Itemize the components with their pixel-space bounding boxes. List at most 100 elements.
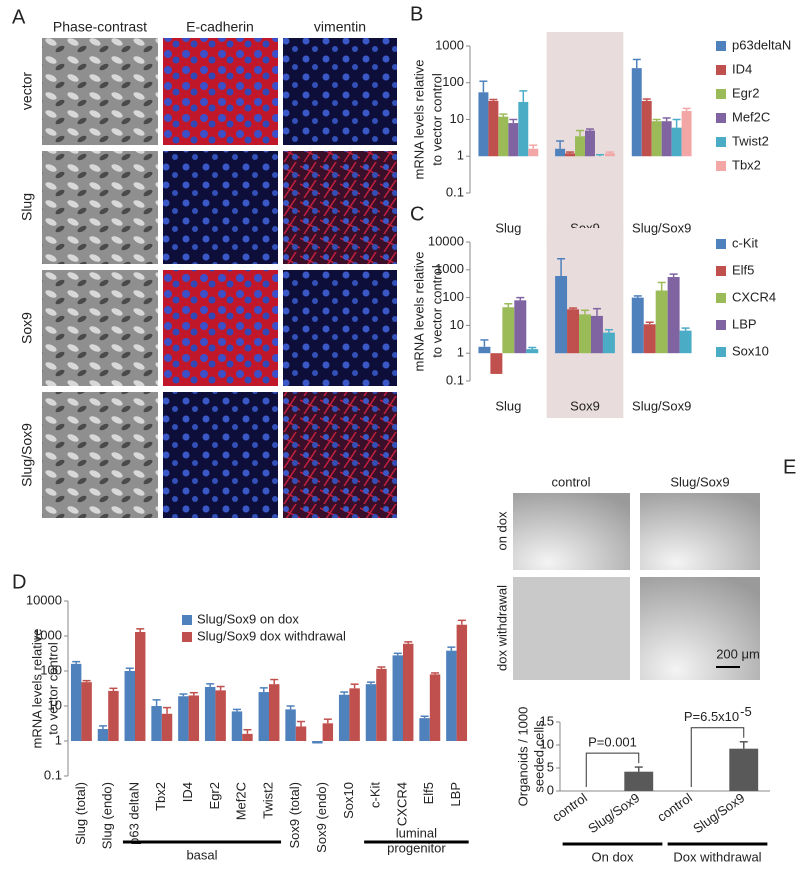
bar (322, 723, 334, 741)
bar (508, 123, 519, 157)
row-label: vector (19, 72, 35, 110)
panel-label: B (410, 3, 423, 25)
x-tick-label: Slug/Sox9 (585, 790, 642, 836)
legend-label: LBP (732, 316, 757, 331)
error-bar (270, 678, 279, 685)
micrograph (640, 493, 760, 570)
error-bar (672, 118, 681, 128)
x-tick-label: c-Kit (368, 782, 383, 808)
error-bar (652, 118, 661, 122)
error-bar (604, 328, 613, 333)
error-bar (492, 370, 501, 374)
error-bar (447, 646, 456, 651)
error-bar (377, 666, 386, 669)
micrograph (283, 392, 397, 518)
column-header: E-cadherin (186, 19, 254, 35)
micrograph (42, 270, 158, 386)
bar (555, 148, 566, 157)
y-tick-label: 1 (457, 148, 464, 163)
significance-bracket (690, 727, 745, 787)
error-bar (585, 128, 594, 131)
bar (671, 127, 682, 157)
error-bar (340, 691, 349, 695)
bar (403, 643, 414, 741)
y-axis-label: mRNA levels relative (411, 60, 426, 180)
bar (285, 709, 296, 741)
micrograph (163, 38, 278, 145)
x-tick-label: Slug/Sox9 (632, 220, 691, 235)
bar (661, 121, 672, 157)
y-axis-label: to vector control (429, 73, 444, 166)
error-bar (232, 708, 241, 712)
y-tick-label: 0.1 (446, 372, 464, 387)
y-axis-label: mRNA levels relative (29, 629, 44, 749)
error-bar (633, 295, 642, 298)
row-label: Sox9 (19, 312, 35, 344)
error-bar (431, 672, 440, 675)
bar (604, 153, 615, 157)
error-bar (136, 628, 145, 633)
legend-swatch (716, 161, 726, 171)
error-bar (125, 667, 134, 671)
micrograph (42, 392, 158, 518)
bar (502, 307, 515, 354)
error-bar (681, 327, 690, 331)
legend-label: Sox10 (732, 343, 769, 358)
bar (204, 686, 216, 741)
micrograph (163, 270, 278, 386)
bar (631, 68, 642, 157)
error-bar (528, 346, 537, 350)
error-bar (189, 691, 198, 696)
micrograph (42, 38, 158, 145)
error-bar (323, 718, 332, 724)
x-tick-label: Twist2 (260, 782, 275, 819)
bar (376, 668, 387, 741)
row-label: Slug (19, 193, 35, 221)
bar (231, 711, 243, 741)
column-header: control (551, 474, 590, 489)
significance-bracket (585, 752, 640, 787)
error-bar (662, 117, 671, 122)
bar (97, 729, 109, 741)
bar (349, 688, 360, 741)
error-bar (313, 741, 322, 744)
bar (555, 275, 568, 354)
y-tick-label: 0.1 (446, 184, 464, 199)
x-tick-label: Slug (total) (73, 782, 88, 845)
y-tick-label: 1000 (435, 261, 464, 276)
legend-label: p63deltaN (732, 37, 791, 52)
bar (419, 718, 430, 741)
error-bar (350, 683, 359, 689)
error-bar (206, 683, 215, 687)
bar (667, 277, 680, 354)
y-tick-label: 5 (547, 759, 554, 774)
error-bar (457, 619, 466, 625)
error-bar (163, 706, 172, 714)
group-label: luminal (396, 825, 437, 840)
error-bar (72, 660, 81, 664)
y-tick-label: 10 (450, 111, 464, 126)
y-tick-label: 1 (457, 345, 464, 360)
legend-swatch (716, 137, 726, 147)
bar (579, 314, 591, 354)
x-tick-label: Elf5 (421, 782, 436, 804)
bar (526, 349, 539, 354)
error-bar (216, 685, 225, 691)
x-tick-label: Sox10 (341, 782, 356, 819)
bar (242, 733, 253, 741)
legend-label: Egr2 (732, 85, 759, 100)
bar (590, 315, 603, 354)
p-value: P=0.001 (588, 735, 637, 750)
error-bar (404, 641, 413, 644)
error-bar (179, 693, 188, 697)
panel-a: A (12, 6, 397, 518)
error-bar (98, 725, 107, 730)
error-bar (739, 741, 748, 749)
legend-swatch (716, 41, 726, 51)
error-bar (243, 728, 252, 734)
bar (490, 353, 503, 374)
error-bar (634, 766, 643, 772)
error-bar (657, 281, 666, 291)
bar (679, 330, 692, 354)
bar (681, 111, 692, 157)
